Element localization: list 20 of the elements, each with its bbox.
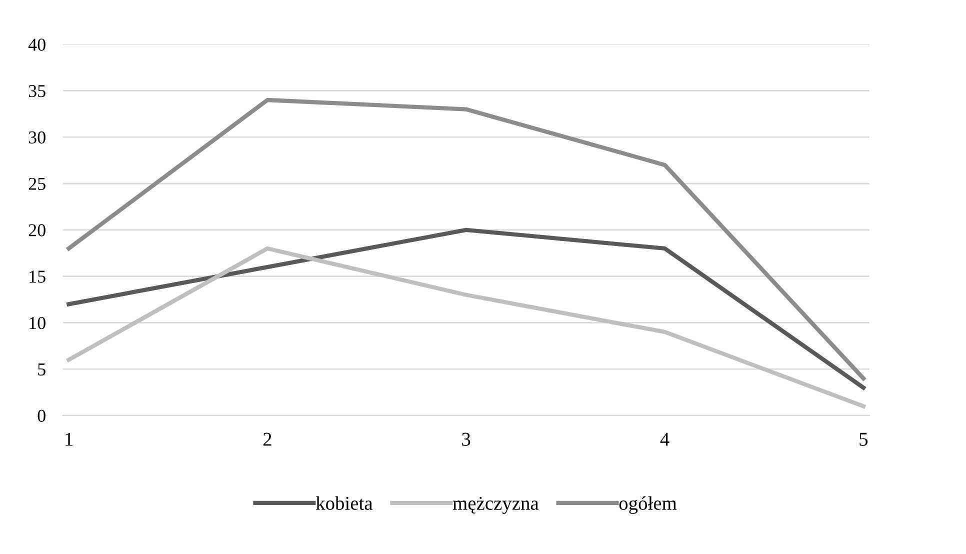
- y-tick-label: 20: [28, 224, 46, 236]
- x-tick-label: 3: [462, 432, 470, 446]
- y-tick-label: 40: [28, 38, 46, 51]
- x-tick-label: 4: [660, 432, 670, 446]
- line-series: [66, 246, 866, 408]
- legend-label: ogółem: [619, 496, 677, 514]
- legend-label: mężczyzna: [452, 496, 539, 514]
- line-series: [66, 228, 866, 390]
- y-tick-label: 0: [38, 410, 46, 422]
- line-series: [66, 98, 866, 380]
- y-tick-label: 30: [28, 131, 46, 144]
- y-tick-label: 35: [28, 85, 46, 98]
- y-tick-label: 10: [30, 316, 46, 330]
- x-tick-label: 5: [860, 432, 868, 446]
- x-tick-label: 2: [263, 432, 272, 446]
- x-tick-label: 1: [66, 432, 72, 446]
- y-tick-label: 25: [28, 178, 46, 190]
- y-tick-label: 5: [38, 364, 46, 376]
- y-tick-label: 15: [30, 270, 46, 283]
- legend-label: kobieta: [316, 496, 373, 510]
